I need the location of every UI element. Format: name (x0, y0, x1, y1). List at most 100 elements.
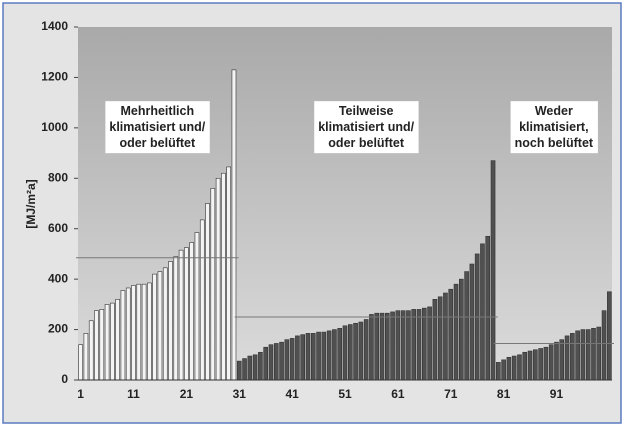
bar (585, 329, 591, 381)
x-tick-label: 1 (77, 387, 84, 401)
bar (184, 247, 189, 381)
x-tick-label: 31 (233, 387, 247, 401)
bar (310, 333, 316, 381)
bar (501, 359, 506, 381)
bar (453, 283, 459, 381)
bar (559, 339, 565, 381)
bar (157, 271, 163, 381)
y-tick-label: 400 (48, 271, 68, 285)
bar (94, 310, 99, 381)
bar (448, 288, 454, 381)
bar (443, 292, 448, 381)
bar (258, 351, 263, 381)
annotation-text: Mehrheitlich klimatisiert und/oder belüft… (109, 104, 205, 150)
bar (178, 249, 184, 381)
bar (421, 307, 427, 381)
bar (517, 354, 522, 381)
bar (326, 330, 332, 381)
bar (289, 338, 295, 381)
y-tick-label: 800 (48, 170, 68, 184)
bar (300, 334, 306, 381)
bar (575, 330, 580, 381)
bar (353, 322, 358, 381)
annotation-line: noch belüftet (515, 136, 594, 150)
y-tick-label: 1000 (41, 120, 68, 134)
annotation-line: klimatisiert und/ (318, 120, 414, 134)
bar (416, 309, 422, 381)
bar (131, 285, 136, 381)
bar (247, 355, 253, 381)
bar (342, 325, 348, 381)
bar (358, 321, 364, 381)
bar (400, 310, 406, 381)
bar (332, 329, 337, 381)
bar (168, 261, 173, 381)
bar (125, 287, 131, 381)
bar (152, 273, 157, 381)
bar (527, 350, 533, 381)
bar (136, 283, 142, 381)
bar (522, 351, 528, 381)
bar (210, 188, 216, 381)
annotation: Mehrheitlich klimatisiert und/oder belüft… (105, 101, 210, 154)
bar (485, 235, 491, 381)
bar (268, 344, 274, 381)
bar (469, 263, 475, 381)
annotation-line: oder belüftet (328, 136, 405, 150)
annotation-line: klimatisiert, (519, 120, 588, 134)
bar (384, 312, 390, 381)
bar (321, 331, 327, 381)
bar (511, 355, 517, 381)
x-tick-label: 21 (180, 387, 194, 401)
bar (236, 360, 242, 381)
x-tick-label: 61 (391, 387, 405, 401)
x-tick-label: 51 (338, 387, 352, 401)
bar (284, 339, 290, 381)
x-tick-label: 81 (497, 387, 511, 401)
bar (591, 328, 596, 381)
bar (162, 267, 168, 381)
bar (347, 324, 353, 381)
bar (379, 312, 385, 381)
bar (242, 358, 247, 381)
bar (432, 299, 438, 381)
bar (464, 271, 469, 381)
bar (221, 172, 226, 381)
bar (88, 320, 94, 381)
x-tick-label: 41 (285, 387, 299, 401)
bar (99, 309, 105, 381)
bar (141, 283, 147, 381)
y-tick-label: 1200 (41, 70, 68, 84)
annotation: Teilweise klimatisiert und/oder belüftet (314, 101, 419, 154)
annotation-box (314, 101, 419, 154)
bar (374, 312, 380, 381)
bar (607, 291, 612, 381)
bar (564, 335, 570, 381)
bar (83, 333, 89, 381)
bar (279, 341, 284, 381)
bar (189, 242, 194, 381)
bar (570, 333, 575, 381)
bar (601, 310, 607, 381)
bar (110, 302, 115, 381)
annotation-box (510, 101, 598, 154)
bar (215, 177, 221, 381)
bar (199, 219, 205, 381)
bar (147, 282, 152, 381)
bar (78, 344, 83, 381)
bar (496, 362, 501, 381)
bar (194, 232, 200, 381)
bar (538, 348, 543, 381)
bar (459, 278, 464, 381)
bar (427, 306, 432, 381)
bar (120, 290, 126, 381)
y-tick-label: 600 (48, 221, 68, 235)
annotation-line: Mehrheitlich (120, 104, 194, 118)
bar (490, 160, 496, 381)
y-tick-label: 200 (48, 322, 68, 336)
bar (316, 331, 321, 381)
annotation: Weder klimatisiert, noch belüftet (510, 101, 598, 154)
bar (506, 357, 512, 381)
bar (548, 344, 554, 381)
bar (363, 319, 369, 381)
